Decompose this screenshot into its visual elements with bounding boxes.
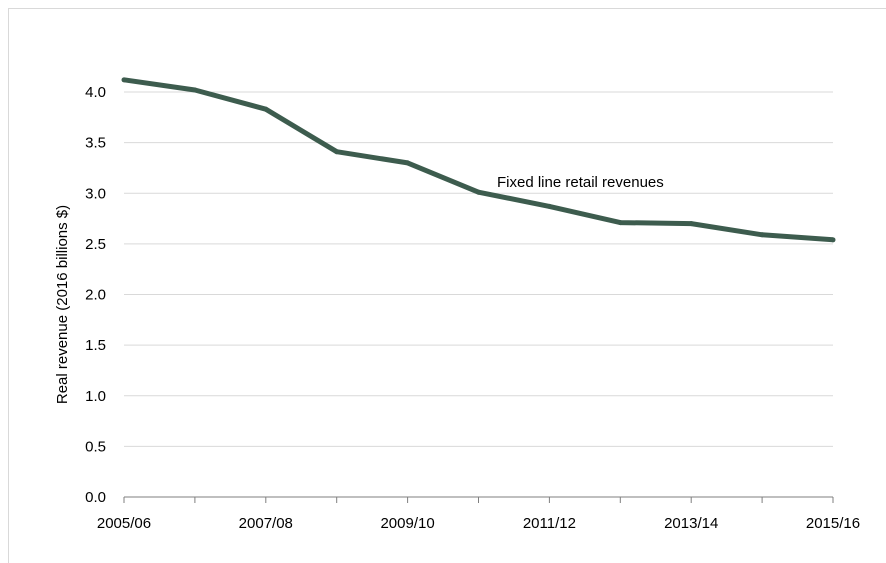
y-tick-label: 3.0 [85,185,106,202]
y-tick-label: 2.5 [85,236,106,253]
data-point-2011-12 [546,203,552,209]
series-annotation: Fixed line retail revenues [497,174,664,191]
chart-frame [8,8,886,563]
x-tick-label: 2013/14 [664,515,718,532]
data-point-2006-07 [192,87,198,93]
x-axis-ticks: 2005/06 2007/08 2009/10 2011/12 2013/14 2015/… [97,497,860,532]
y-tick-label: 4.0 [85,84,106,101]
data-point-2010-11 [476,189,481,195]
x-tick-label: 2009/10 [380,515,434,532]
data-point-2005-06 [121,77,127,83]
data-point-2014-15 [759,232,765,238]
x-tick-label: 2011/12 [523,515,576,532]
x-tick-label: 2007/08 [239,515,293,532]
y-tick-label: 3.5 [85,135,106,152]
y-tick-label: 0.5 [85,438,106,455]
x-tick-label: 2015/16 [806,515,860,532]
y-tick-label: 2.0 [85,287,106,304]
data-point-2012-13 [617,220,623,226]
x-tick-label: 2005/06 [97,515,151,532]
y-tick-label: 0.0 [85,489,106,506]
y-tick-label: 1.5 [85,337,106,354]
data-point-2007-08 [263,106,269,112]
data-point-2015-16 [830,237,836,243]
series-line-fixed-line-retail-revenues [123,77,834,243]
series-points [121,77,836,243]
data-point-2013-14 [688,221,694,227]
y-axis-ticks: 0.0 0.5 1.0 1.5 2.0 2.5 3.0 3.5 4.0 [85,84,106,506]
y-axis-title: Real revenue (2016 billions $) [54,205,71,404]
y-tick-label: 1.0 [85,388,106,405]
data-point-2008-09 [334,149,340,155]
data-point-2009-10 [405,160,411,166]
gridlines [124,91,833,447]
